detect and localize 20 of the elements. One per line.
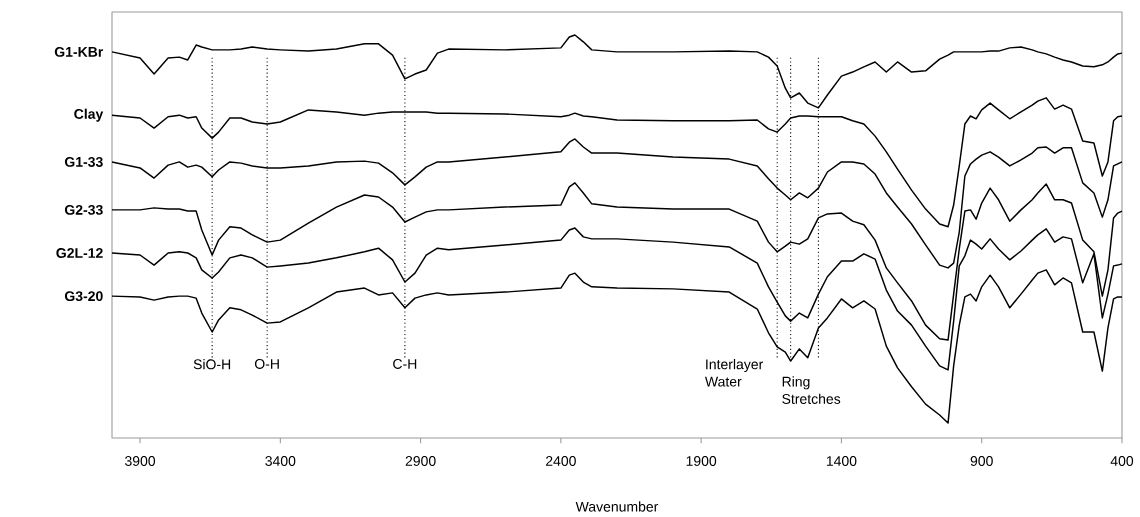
x-tick-label: 900: [970, 456, 993, 466]
series-label: G1-KBr: [54, 46, 104, 57]
series-label: G2L-12: [56, 248, 103, 258]
ref-line-label: C-H: [393, 358, 417, 369]
series-label: G3-20: [64, 291, 103, 302]
x-axis-title: Wavenumber: [575, 501, 659, 512]
x-tick-label: 1400: [826, 456, 857, 466]
x-tick-label: 2900: [405, 456, 436, 466]
x-tick-label: 1900: [686, 456, 717, 466]
ref-line-label: SiO-H: [193, 358, 231, 370]
ref-line-label: Ring Stretches: [782, 376, 841, 404]
x-tick-label: 3400: [265, 456, 296, 466]
x-tick-label: 2400: [546, 456, 576, 466]
ref-line-label: Interlayer Water: [704, 358, 764, 387]
ref-line-label: O-H: [254, 358, 279, 369]
x-tick-label: 400: [1110, 456, 1134, 466]
series-label: Clay: [74, 108, 104, 122]
x-tick-label: 3900: [125, 456, 156, 466]
series-label: G2-33: [64, 204, 103, 215]
series-label: G1-33: [64, 156, 103, 167]
